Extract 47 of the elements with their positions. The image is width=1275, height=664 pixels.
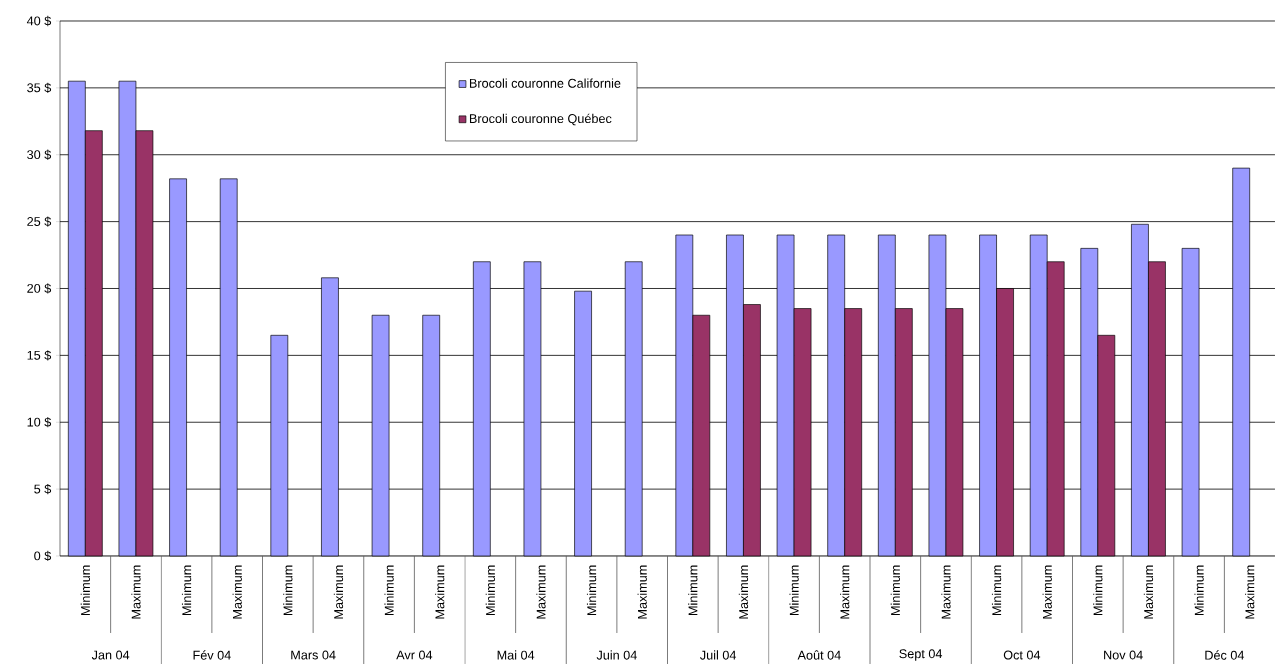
x-tick-label: Minimum	[1093, 565, 1103, 616]
text: Août 04	[797, 650, 841, 660]
y-tick-label: 0 $	[34, 550, 52, 562]
x-tick-label: Minimum	[789, 565, 799, 616]
x-tick-label: Minimum	[890, 565, 900, 616]
x-tick-label: Minimum	[1194, 565, 1204, 616]
y-tick-label: 40 $	[26, 15, 52, 27]
y-tick-label: 5 $	[34, 483, 52, 495]
x-tick-label: Maximum	[232, 565, 242, 619]
x-tick-label: Minimum	[80, 565, 90, 616]
text: Mars 04	[291, 650, 336, 660]
x-tick-label: Minimum	[688, 565, 698, 616]
y-tick-label: 20 $	[27, 283, 52, 294]
text: Nov 04	[1104, 650, 1143, 660]
x-tick-label: Minimum	[586, 565, 597, 616]
x-tick-label: Maximum	[941, 565, 951, 619]
x-tick-label: Minimum	[991, 565, 1002, 616]
x-tick-label: Minimum	[485, 565, 495, 616]
x-tick-label: Maximum	[1143, 565, 1154, 619]
text: Mai 04	[497, 650, 535, 660]
y-tick-label: 35 $	[27, 82, 52, 93]
x-tick-label: Minimum	[181, 565, 192, 616]
text: Juin 04	[596, 650, 637, 660]
text: Jan 04	[91, 650, 130, 660]
x-tick-label: Minimum	[384, 565, 394, 616]
y-tick-label: 30 $	[27, 149, 52, 160]
x-tick-label: Maximum	[840, 565, 850, 619]
text: Avr 04	[396, 650, 433, 660]
x-tick-label: Maximum	[131, 565, 141, 619]
text: Juil 04	[700, 650, 737, 660]
y-tick-label: 25 $	[27, 216, 52, 227]
text: Déc 04	[1205, 650, 1245, 660]
y-tick-label: 15 $	[27, 350, 52, 361]
x-tick-label: Maximum	[637, 565, 647, 619]
text: Sept 04	[899, 649, 943, 661]
x-tick-label: Maximum	[1245, 565, 1255, 619]
x-tick-label: Minimum	[283, 565, 293, 616]
x-tick-label: Maximum	[1042, 565, 1052, 619]
x-tick-label: Maximum	[738, 565, 749, 619]
text: Oct 04	[1003, 650, 1041, 660]
x-tick-label: Maximum	[536, 565, 546, 619]
y-tick-label: 10 $	[27, 417, 52, 428]
legend-label: Brocoli couronne Californie	[469, 78, 621, 88]
x-tick-label: Maximum	[435, 565, 445, 619]
x-tick-label: Maximum	[333, 565, 344, 619]
text: Fév 04	[193, 650, 231, 660]
legend-label: Brocoli couronne Québec	[469, 113, 612, 126]
